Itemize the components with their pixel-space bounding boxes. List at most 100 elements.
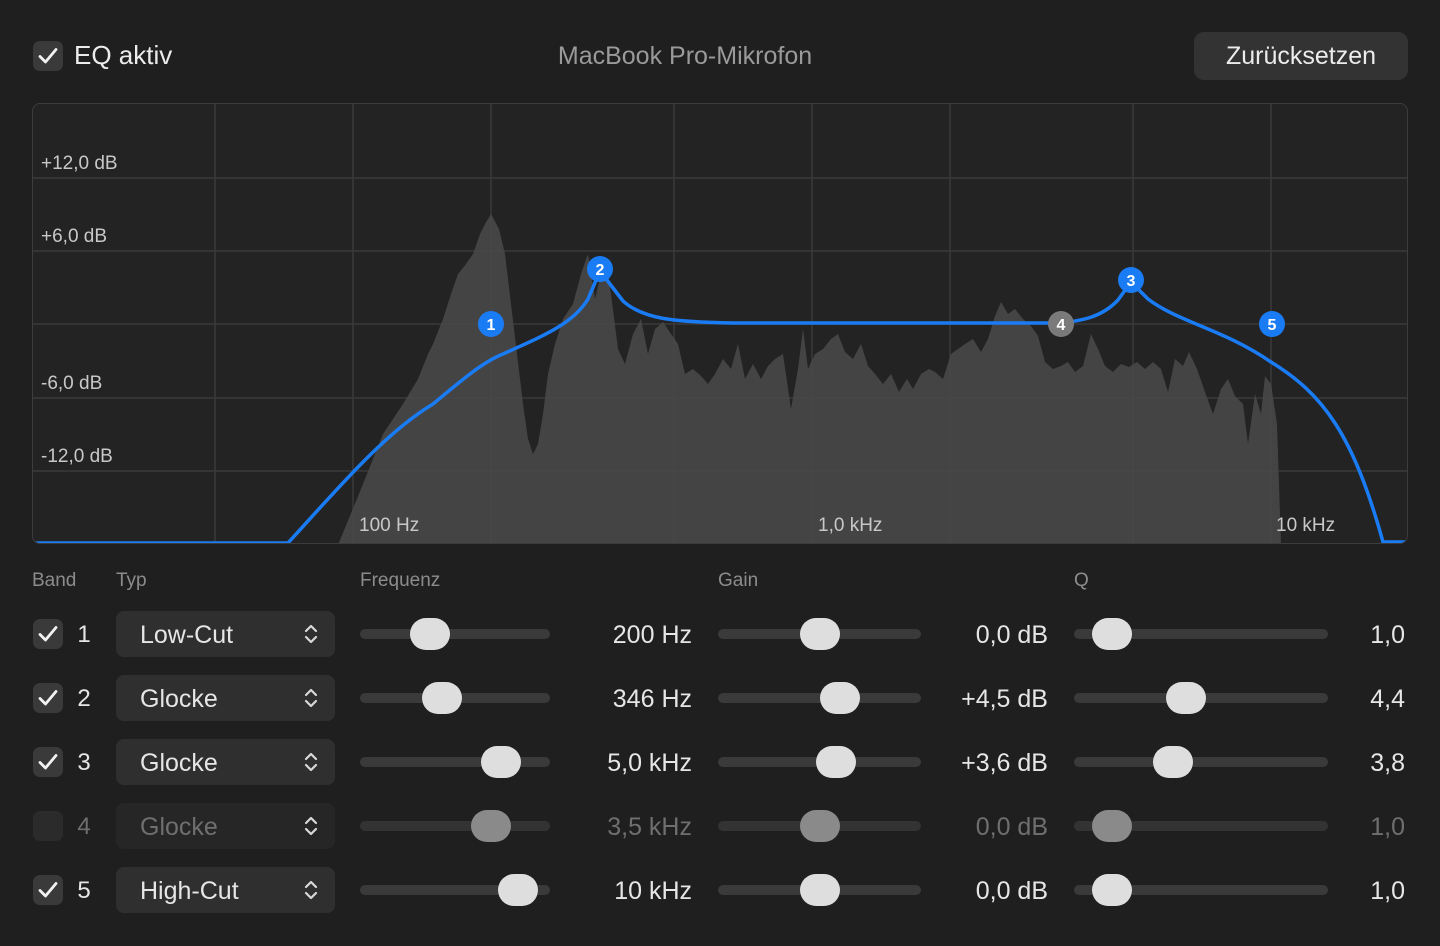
device-title: MacBook Pro-Mikrofon — [557, 42, 813, 70]
gain-value: 0,0 dB — [975, 621, 1048, 649]
band-number: 3 — [77, 749, 91, 776]
eq-node-1[interactable]: 1 — [478, 311, 504, 337]
chevron-up-down-icon — [304, 688, 318, 708]
band-row-5: 5 High-Cut 10 kHz 0,0 dB 1,0 — [0, 867, 1440, 915]
band-type-select[interactable]: High-Cut — [116, 867, 335, 913]
q-slider[interactable] — [1074, 618, 1328, 650]
column-header-frequency: Frequenz — [360, 570, 441, 591]
frequency-slider[interactable] — [360, 746, 550, 778]
frequency-value: 200 Hz — [612, 621, 692, 649]
frequency-slider-thumb[interactable] — [421, 682, 462, 714]
q-slider-thumb[interactable] — [1092, 810, 1133, 842]
band-type-select[interactable]: Glocke — [116, 739, 335, 785]
column-header-type: Typ — [116, 570, 147, 591]
eq-node-4[interactable]: 4 — [1048, 311, 1074, 337]
node-label: 2 — [596, 262, 605, 279]
eq-graph-canvas: 1 2 3 4 5 — [33, 104, 1407, 543]
gain-slider-thumb[interactable] — [799, 618, 840, 650]
band-number: 2 — [77, 685, 91, 712]
band-type-value: High-Cut — [140, 877, 239, 905]
gain-slider[interactable] — [718, 874, 921, 906]
frequency-slider[interactable] — [360, 810, 550, 842]
band-number: 4 — [77, 813, 91, 840]
y-label-plus6: +6,0 dB — [41, 226, 108, 247]
band-row-3: 3 Glocke 5,0 kHz +3,6 dB 3,8 — [0, 739, 1440, 787]
band-type-select[interactable]: Low-Cut — [116, 611, 335, 657]
q-value: 1,0 — [1370, 813, 1405, 841]
x-label-1khz: 1,0 kHz — [818, 515, 883, 536]
column-header-gain: Gain — [718, 570, 759, 591]
eq-enabled-checkbox[interactable] — [33, 41, 63, 71]
frequency-slider-thumb[interactable] — [480, 746, 521, 778]
column-header-band: Band — [32, 570, 77, 591]
chevron-up-down-icon — [304, 880, 318, 900]
band-type-select[interactable]: Glocke — [116, 675, 335, 721]
spectrum-area — [338, 214, 1281, 543]
band-number: 5 — [77, 877, 91, 904]
eq-enabled-label: EQ aktiv — [74, 40, 173, 70]
eq-node-3[interactable]: 3 — [1118, 267, 1144, 293]
band-number: 1 — [77, 621, 91, 648]
node-label: 1 — [487, 317, 496, 334]
frequency-value: 5,0 kHz — [607, 749, 692, 777]
gain-slider-thumb[interactable] — [815, 746, 856, 778]
column-header-q: Q — [1074, 570, 1089, 591]
frequency-value: 346 Hz — [612, 685, 692, 713]
frequency-slider[interactable] — [360, 618, 550, 650]
q-slider[interactable] — [1074, 746, 1328, 778]
gain-value: +3,6 dB — [961, 749, 1048, 777]
gain-value: 0,0 dB — [975, 813, 1048, 841]
band-enable-checkbox[interactable] — [33, 811, 63, 841]
node-label: 4 — [1057, 317, 1066, 334]
node-label: 3 — [1127, 273, 1136, 290]
reset-button[interactable]: Zurücksetzen — [1194, 32, 1408, 80]
y-label-plus12: +12,0 dB — [41, 153, 118, 174]
eq-node-5[interactable]: 5 — [1259, 311, 1285, 337]
frequency-value: 10 kHz — [614, 877, 692, 905]
q-slider-thumb[interactable] — [1153, 746, 1194, 778]
checkmark-icon — [38, 690, 58, 706]
checkmark-icon — [38, 882, 58, 898]
q-slider-thumb[interactable] — [1092, 618, 1133, 650]
chevron-up-down-icon — [304, 752, 318, 772]
band-type-value: Glocke — [140, 813, 218, 841]
band-row-2: 2 Glocke 346 Hz +4,5 dB 4,4 — [0, 675, 1440, 723]
gain-value: 0,0 dB — [975, 877, 1048, 905]
band-type-value: Glocke — [140, 685, 218, 713]
q-value: 1,0 — [1370, 621, 1405, 649]
x-label-100hz: 100 Hz — [359, 515, 420, 536]
band-enable-checkbox[interactable] — [33, 619, 63, 649]
band-enable-checkbox[interactable] — [33, 683, 63, 713]
q-slider-thumb[interactable] — [1092, 874, 1133, 906]
band-type-value: Glocke — [140, 749, 218, 777]
frequency-slider-thumb[interactable] — [410, 618, 451, 650]
q-slider[interactable] — [1074, 874, 1328, 906]
gain-slider[interactable] — [718, 810, 921, 842]
gain-slider-thumb[interactable] — [799, 810, 840, 842]
gain-slider-thumb[interactable] — [799, 874, 840, 906]
q-slider[interactable] — [1074, 810, 1328, 842]
band-enable-checkbox[interactable] — [33, 875, 63, 905]
frequency-slider-thumb[interactable] — [471, 810, 512, 842]
y-label-minus12: -12,0 dB — [41, 446, 113, 467]
q-value: 3,8 — [1370, 749, 1405, 777]
gain-slider[interactable] — [718, 618, 921, 650]
gain-value: +4,5 dB — [961, 685, 1048, 713]
q-slider[interactable] — [1074, 682, 1328, 714]
band-row-4: 4 Glocke 3,5 kHz 0,0 dB 1,0 — [0, 803, 1440, 851]
eq-node-2[interactable]: 2 — [587, 256, 613, 282]
frequency-slider[interactable] — [360, 682, 550, 714]
eq-graph[interactable]: 1 2 3 4 5 +12,0 dB +6,0 dB -6,0 dB -12,0… — [32, 103, 1408, 544]
q-value: 1,0 — [1370, 877, 1405, 905]
frequency-slider-thumb[interactable] — [497, 874, 538, 906]
x-label-10khz: 10 kHz — [1276, 515, 1336, 536]
gain-slider-thumb[interactable] — [819, 682, 860, 714]
gain-slider[interactable] — [718, 746, 921, 778]
chevron-up-down-icon — [304, 624, 318, 644]
q-slider-thumb[interactable] — [1165, 682, 1206, 714]
band-type-select[interactable]: Glocke — [116, 803, 335, 849]
frequency-slider[interactable] — [360, 874, 550, 906]
chevron-up-down-icon — [304, 816, 318, 836]
band-enable-checkbox[interactable] — [33, 747, 63, 777]
gain-slider[interactable] — [718, 682, 921, 714]
